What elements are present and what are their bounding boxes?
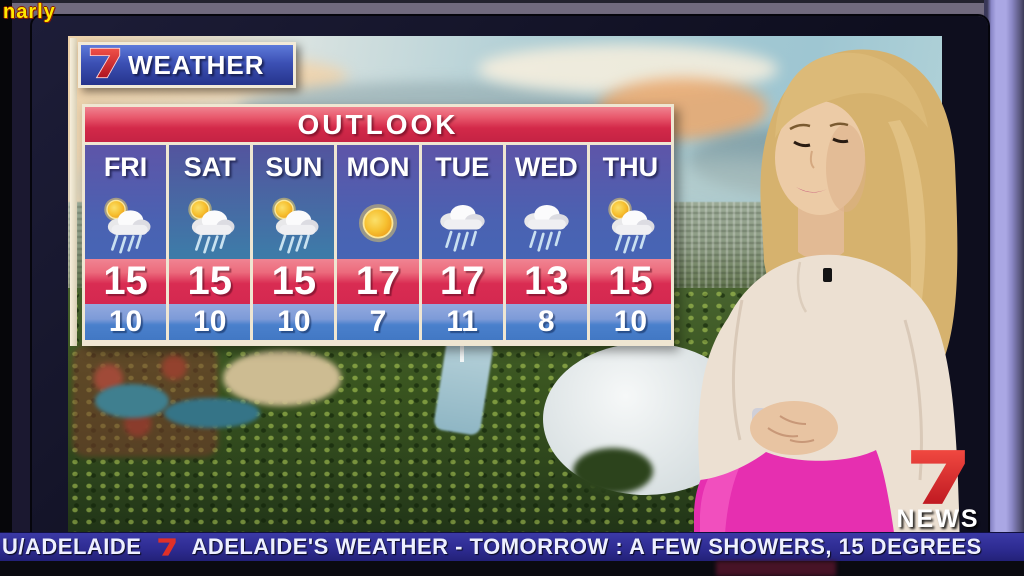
boat-mast: [460, 346, 464, 362]
day-name: THU: [602, 151, 659, 182]
seven-news-logo: NEWS: [886, 446, 990, 534]
forecast-panel: OUTLOOK FRI 15 10 SAT 15 10 SUN 15 10 MO…: [82, 104, 674, 346]
day-name: FRI: [103, 151, 148, 182]
low-temp: 10: [253, 304, 335, 340]
ticker-seven-icon: [157, 537, 177, 557]
forecast-day-wed: WED 13 8: [505, 145, 587, 340]
seven-logo-icon: [88, 45, 122, 86]
low-temp: 10: [85, 304, 167, 340]
cloud-rain-icon: [422, 189, 503, 259]
high-temp: 17: [337, 259, 419, 304]
day-name: SAT: [183, 151, 236, 182]
studio-wall-top: [0, 0, 1024, 18]
high-temp: 15: [169, 259, 251, 304]
forecast-day-mon: MON 17 7: [337, 145, 419, 340]
wall-right-purple-panel: [984, 0, 1024, 576]
ticker-location: U/ADELAIDE: [2, 534, 142, 559]
day-name: WED: [514, 151, 578, 182]
low-temp: 10: [589, 304, 671, 340]
cloud-rain-icon: [506, 189, 587, 259]
low-temp: 11: [421, 304, 503, 340]
seven-news-icon: [907, 446, 969, 513]
high-temp: 15: [253, 259, 335, 304]
sun-cloud-rain-icon: [253, 189, 334, 259]
sunny-icon: [337, 189, 418, 259]
forecast-day-tue: TUE 17 11: [421, 145, 503, 340]
low-temp: 7: [337, 304, 419, 340]
lake: [164, 398, 260, 428]
stadium-shadow: [573, 448, 653, 494]
day-name: SUN: [265, 151, 323, 182]
day-name: MON: [346, 151, 410, 182]
weather-brand-banner: WEATHER: [78, 42, 296, 88]
forecast-days: FRI 15 10 SAT 15 10 SUN 15 10 MON 17 7 T…: [85, 145, 671, 340]
high-temp: 15: [85, 259, 167, 304]
watermark: narly: [3, 1, 56, 23]
sun-cloud-rain-icon: [85, 189, 166, 259]
sports-field: [223, 350, 341, 406]
news-label: NEWS: [896, 505, 980, 533]
ticker-message: ADELAIDE'S WEATHER - TOMORROW : A FEW SH…: [191, 534, 982, 559]
forecast-day-sun: SUN 15 10: [253, 145, 335, 340]
high-temp: 17: [421, 259, 503, 304]
low-temp: 10: [169, 304, 251, 340]
weather-brand-label: WEATHER: [128, 49, 265, 80]
high-temp: 13: [505, 259, 587, 304]
sun-cloud-rain-icon: [169, 189, 250, 259]
graphics-left-border: [70, 38, 77, 346]
forecast-day-sat: SAT 15 10: [169, 145, 251, 340]
day-name: TUE: [435, 151, 490, 182]
low-temp: 8: [505, 304, 587, 340]
forecast-day-fri: FRI 15 10: [85, 145, 167, 340]
sun-cloud-rain-icon: [590, 189, 671, 259]
lake: [95, 384, 169, 418]
skirt-shadow: [716, 561, 836, 576]
high-temp: 15: [589, 259, 671, 304]
ticker-bar: U/ADELAIDE ADELAIDE'S WEATHER - TOMORROW…: [0, 533, 1024, 561]
outlook-banner: OUTLOOK: [85, 107, 671, 145]
below-ticker-strip: [0, 561, 1024, 576]
forecast-day-thu: THU 15 10: [589, 145, 671, 340]
studio-left-edge: [0, 0, 12, 576]
